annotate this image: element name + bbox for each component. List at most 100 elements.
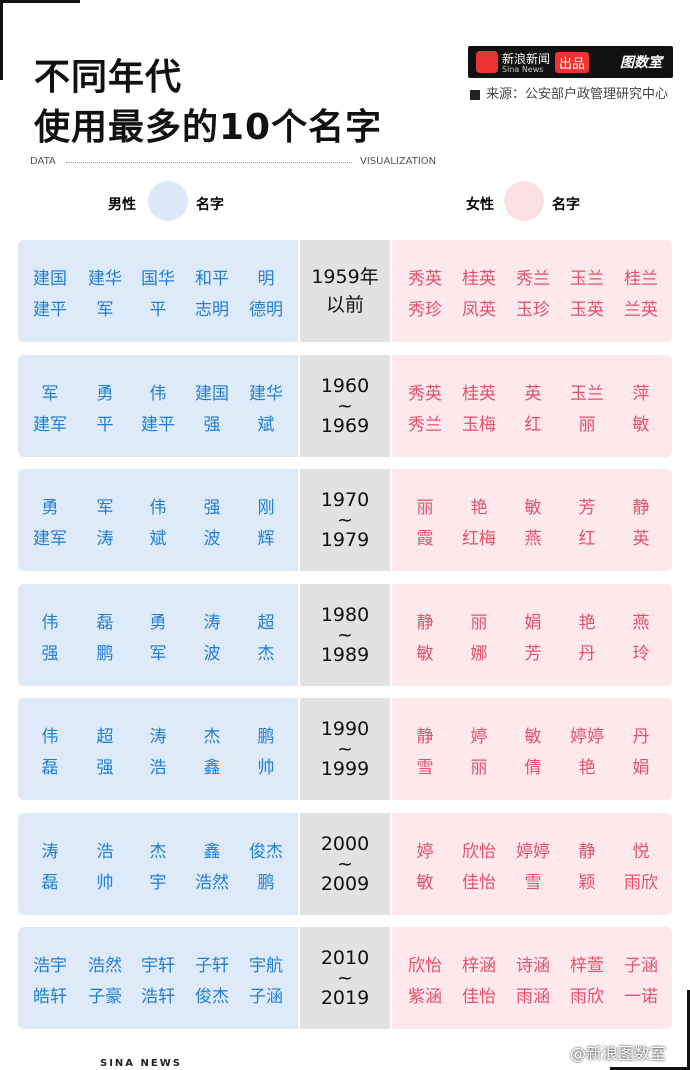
male-name: 辉 bbox=[257, 529, 275, 549]
period-line: 2019 bbox=[320, 987, 370, 1009]
male-name: 杰 bbox=[149, 841, 167, 862]
male-name: 鹏 bbox=[257, 872, 275, 893]
male-panel bbox=[18, 354, 298, 457]
label-data: DATA bbox=[30, 156, 56, 167]
male-name: 浩然 bbox=[195, 872, 229, 893]
male-name: 建平 bbox=[141, 414, 175, 435]
female-name: 玉兰 bbox=[570, 383, 604, 404]
female-name: 兰英 bbox=[624, 300, 658, 320]
period-line: ~ bbox=[337, 623, 353, 646]
period-line: 1980 bbox=[320, 603, 370, 626]
male-name: 国华 bbox=[141, 269, 175, 289]
period-line: 1989 bbox=[320, 643, 370, 666]
female-name: 艳 bbox=[578, 612, 596, 633]
male-name: 建华 bbox=[249, 383, 283, 404]
male-name: 强 bbox=[203, 414, 221, 435]
female-name: 婷婷 bbox=[516, 841, 550, 862]
female-name: 燕 bbox=[632, 612, 650, 633]
period-line: ~ bbox=[337, 509, 353, 531]
male-name: 强 bbox=[96, 758, 114, 778]
female-name: 燕 bbox=[524, 529, 542, 549]
male-name: 平 bbox=[96, 414, 114, 435]
male-name: 超 bbox=[257, 612, 275, 633]
female-name: 悦 bbox=[632, 841, 650, 862]
female-name: 敏 bbox=[416, 643, 434, 664]
male-name: 杰 bbox=[257, 643, 275, 664]
male-name: 明 bbox=[257, 269, 275, 289]
brand-sub: Sina News bbox=[502, 65, 544, 74]
female-name: 子涵 bbox=[624, 956, 658, 976]
female-name: 丽 bbox=[578, 414, 596, 435]
period-line: 1970 bbox=[320, 489, 370, 511]
male-name: 军 bbox=[41, 383, 59, 404]
male-name: 鑫 bbox=[203, 841, 221, 862]
female-panel bbox=[392, 812, 672, 915]
label-viz: VISUALIZATION bbox=[360, 156, 437, 167]
period-line: 以前 bbox=[325, 294, 364, 316]
female-name: 芳 bbox=[578, 498, 596, 518]
male-label: 男性 bbox=[108, 197, 136, 213]
female-name: 萍 bbox=[632, 383, 650, 404]
male-name: 德明 bbox=[249, 300, 283, 320]
male-name: 和平 bbox=[195, 269, 229, 289]
female-name: 雨欣 bbox=[624, 872, 658, 893]
male-name: 平 bbox=[149, 300, 167, 320]
male-name: 强 bbox=[41, 643, 59, 664]
male-name: 建华 bbox=[88, 269, 122, 289]
male-name: 建平 bbox=[33, 300, 67, 320]
male-name: 帅 bbox=[96, 872, 114, 893]
female-name: 敏 bbox=[632, 414, 650, 435]
male-name: 军 bbox=[149, 643, 167, 664]
male-name: 斌 bbox=[257, 414, 275, 435]
period: 1959年 以前 bbox=[300, 240, 390, 342]
male-name: 军 bbox=[96, 498, 114, 518]
female-name: 秀英 bbox=[408, 269, 442, 289]
female-name: 娜 bbox=[470, 643, 488, 664]
male-name: 斌 bbox=[149, 529, 167, 549]
period-line: ~ bbox=[337, 394, 353, 417]
period: 1980 ~1989 bbox=[300, 583, 390, 686]
period: 1960 ~1969 bbox=[300, 354, 390, 457]
male-name: 宇轩 bbox=[141, 956, 175, 976]
male-name: 子轩 bbox=[195, 956, 229, 976]
female-name: 静 bbox=[578, 841, 596, 862]
male-name: 涛 bbox=[96, 529, 114, 549]
male-name: 皓轩 bbox=[33, 987, 67, 1007]
female-name: 霞 bbox=[416, 529, 434, 549]
female-name: 桂英 bbox=[462, 383, 496, 404]
male-name: 强 bbox=[203, 498, 221, 518]
male-name: 磊 bbox=[96, 612, 114, 633]
divider bbox=[66, 162, 352, 163]
male-name: 俊杰 bbox=[195, 987, 229, 1007]
female-name: 雨欣 bbox=[570, 987, 604, 1007]
male-panel bbox=[18, 469, 298, 571]
female-panel bbox=[392, 698, 672, 800]
female-name: 梓涵 bbox=[462, 956, 496, 976]
female-name: 凤英 bbox=[462, 300, 496, 320]
male-panel bbox=[18, 698, 298, 800]
male-name: 磊 bbox=[41, 758, 59, 778]
female-name: 欣怡 bbox=[462, 841, 496, 862]
female-name: 诗涵 bbox=[516, 956, 550, 976]
male-name: 军 bbox=[96, 300, 114, 320]
male-avatar bbox=[148, 181, 188, 221]
female-name: 玉梅 bbox=[462, 414, 496, 435]
male-name: 杰 bbox=[203, 727, 221, 747]
female-name: 丹 bbox=[632, 727, 650, 747]
female-name: 秀兰 bbox=[516, 269, 550, 289]
period-line: ~ bbox=[337, 738, 353, 760]
female-name: 秀兰 bbox=[408, 414, 442, 435]
male-name: 建军 bbox=[33, 414, 67, 435]
male-name: 宇航 bbox=[249, 956, 283, 976]
female-name: 桂英 bbox=[462, 269, 496, 289]
female-name: 玲 bbox=[632, 643, 650, 664]
footer-credit: @新浪图数室 bbox=[570, 1044, 667, 1063]
male-name: 伟 bbox=[149, 498, 167, 518]
male-name: 勇 bbox=[149, 612, 167, 633]
male-name: 帅 bbox=[257, 758, 275, 778]
male-name: 勇 bbox=[96, 383, 114, 404]
footer-brand: SINA NEWS bbox=[100, 1058, 182, 1069]
female-name: 欣怡 bbox=[408, 956, 442, 976]
title-line: 使用最多的10个名字 bbox=[34, 107, 383, 148]
